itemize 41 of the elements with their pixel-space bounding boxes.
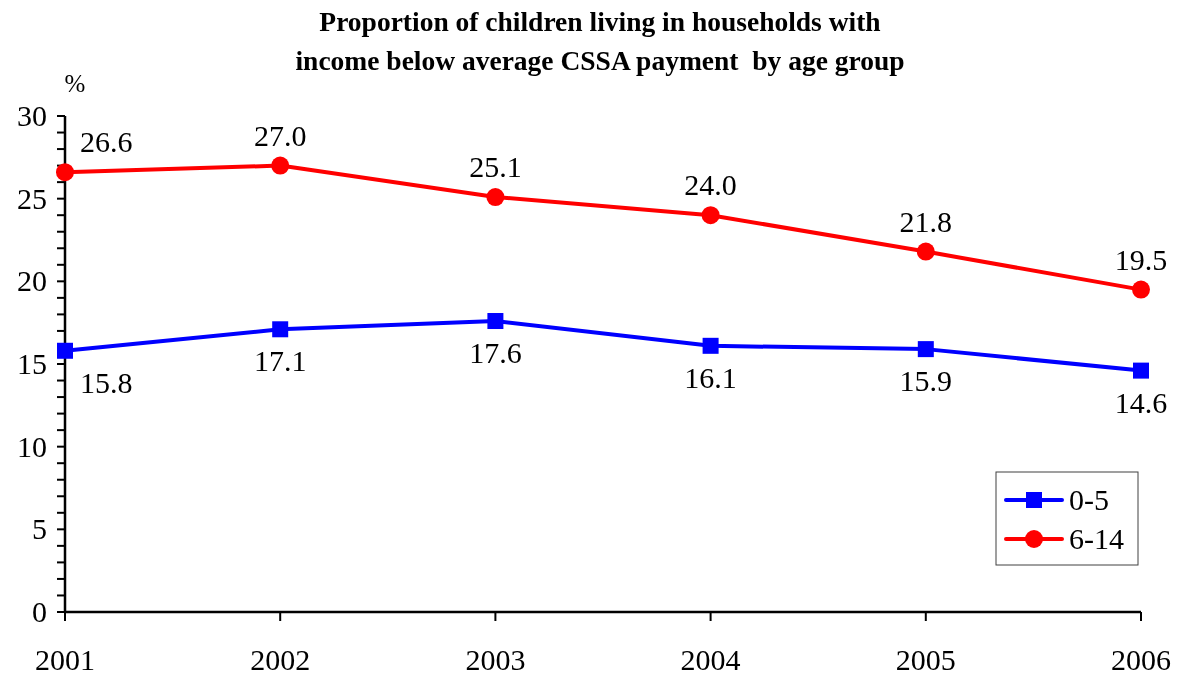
data-label: 16.1 [684, 360, 737, 394]
data-label: 26.6 [80, 125, 133, 159]
point [272, 321, 289, 338]
y-tick-label: 20 [17, 264, 47, 298]
data-label: 25.1 [469, 150, 522, 184]
legend-label: 6-14 [1069, 522, 1124, 555]
y-tick-label: 30 [17, 99, 47, 132]
point [702, 337, 719, 354]
point [271, 156, 290, 175]
y-tick-label: 0 [32, 595, 47, 628]
y-axis-title: % [64, 70, 86, 97]
point [56, 163, 74, 182]
y-tick-label: 25 [17, 181, 47, 215]
point [57, 342, 73, 359]
data-label: 15.9 [899, 364, 953, 398]
data-label: 17.1 [253, 344, 307, 378]
data-label: 19.5 [1114, 242, 1168, 276]
point [917, 341, 934, 358]
data-label: 15.8 [80, 365, 133, 399]
x-tick-label: 2002 [250, 643, 311, 675]
legend-label: 0-5 [1069, 483, 1109, 516]
y-tick-label: 5 [32, 512, 47, 546]
data-label: 21.8 [899, 204, 953, 238]
x-tick-label: 2004 [680, 643, 741, 675]
point [916, 242, 935, 261]
y-tick-label: 10 [17, 429, 47, 463]
x-tick-label: 2001 [35, 643, 95, 675]
point [1132, 280, 1150, 299]
data-label: 27.0 [253, 118, 307, 152]
data-label: 24.0 [684, 168, 737, 202]
x-tick-label: 2005 [895, 643, 956, 675]
point [486, 188, 505, 207]
point [701, 206, 720, 225]
data-label: 17.6 [469, 336, 522, 370]
chart-title: Proportion of children living in households with income below average CSSA payment by age group [295, 6, 905, 76]
x-tick-label: 2003 [465, 643, 526, 675]
point [1133, 362, 1149, 379]
y-tick-label: 15 [17, 347, 47, 380]
x-tick-label: 2006 [1111, 643, 1171, 675]
point [487, 313, 504, 330]
data-label: 14.6 [1114, 385, 1168, 419]
